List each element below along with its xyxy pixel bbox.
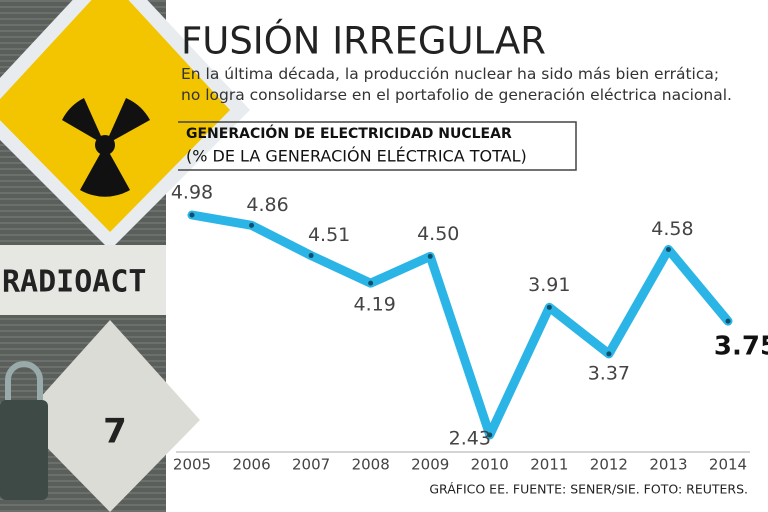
x-tick-label: 2009 (411, 456, 449, 474)
point (665, 247, 671, 253)
value-label: 4.98 (171, 182, 213, 204)
value-label: 3.75 (714, 332, 768, 362)
value-label: 4.58 (651, 218, 693, 240)
point (308, 253, 314, 259)
value-label: 4.50 (417, 223, 459, 245)
point (189, 212, 195, 218)
point (487, 432, 493, 438)
value-label: 3.37 (588, 362, 630, 384)
x-tick-label: 2005 (173, 456, 211, 474)
chart-title: FUSIÓN IRREGULAR (181, 19, 546, 63)
x-tick-label: 2012 (590, 456, 628, 474)
line (187, 210, 733, 440)
photo-number: 7 (103, 412, 127, 452)
point (606, 351, 612, 357)
point (725, 318, 731, 324)
value-label: 2.43 (449, 428, 491, 450)
x-tick-label: 2006 (232, 456, 270, 474)
point (368, 280, 374, 286)
point (427, 253, 433, 259)
chart-sublabel: (% DE LA GENERACIÓN ELÉCTRICA TOTAL) (186, 147, 527, 166)
x-tick-label: 2011 (530, 456, 568, 474)
x-tick-label: 2013 (649, 456, 687, 474)
point (546, 304, 552, 310)
value-label: 3.91 (528, 274, 570, 296)
x-tick-label: 2007 (292, 456, 330, 474)
photo-sign-text: RADIOACT (2, 265, 147, 300)
chart-label: GENERACIÓN DE ELECTRICIDAD NUCLEAR (186, 124, 512, 142)
label-box (178, 121, 577, 171)
point (249, 222, 255, 228)
photo: RADIOACT 7 (0, 0, 250, 512)
source: GRÁFICO EE. FUENTE: SENER/SIE. FOTO: REU… (429, 482, 748, 497)
value-label: 4.51 (308, 224, 350, 246)
x-tick-label: 2014 (709, 456, 747, 474)
value-label: 4.86 (246, 194, 288, 216)
x-tick-label: 2008 (352, 456, 390, 474)
value-label: 4.19 (354, 294, 396, 316)
x-tick-label: 2010 (471, 456, 509, 474)
subtitle: En la última década, la producción nucle… (181, 65, 732, 104)
